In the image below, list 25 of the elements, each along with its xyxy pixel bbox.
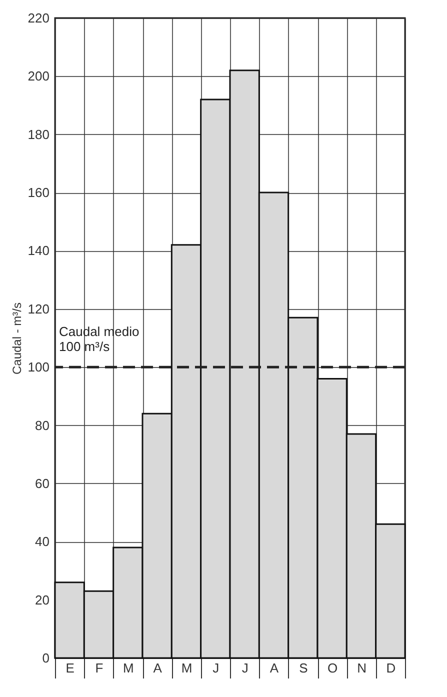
x-tick-label: J bbox=[212, 660, 220, 676]
y-tick-label: 160 bbox=[28, 185, 50, 200]
x-tick-label: S bbox=[299, 660, 308, 676]
x-tick-label: D bbox=[386, 660, 396, 676]
x-tick-label: M bbox=[122, 660, 134, 676]
x-tick-label: O bbox=[328, 660, 338, 676]
y-tick-label: 180 bbox=[28, 126, 50, 142]
y-tick-label: 60 bbox=[35, 476, 50, 491]
y-tick-label: 140 bbox=[28, 243, 50, 258]
y-tick-label: 40 bbox=[35, 534, 50, 550]
y-tick-label: 80 bbox=[35, 418, 50, 433]
x-tick-label: J bbox=[242, 660, 248, 676]
x-tick-label: A bbox=[153, 660, 162, 676]
y-tick-label: 0 bbox=[42, 650, 50, 666]
x-tick-label: F bbox=[95, 660, 104, 676]
x-tick-label: A bbox=[270, 660, 279, 676]
y-tick-label: 220 bbox=[28, 10, 50, 26]
y-tick-label: 200 bbox=[28, 68, 50, 84]
y-tick-label: 20 bbox=[35, 592, 50, 608]
x-tick-label: E bbox=[66, 660, 75, 676]
x-tick-label: M bbox=[181, 660, 192, 676]
y-tick-label: 120 bbox=[28, 301, 50, 316]
y-tick-label: 100 bbox=[28, 360, 50, 375]
x-tick-label: N bbox=[357, 660, 366, 676]
y-axis-title: Caudal - m³/s bbox=[10, 302, 24, 375]
